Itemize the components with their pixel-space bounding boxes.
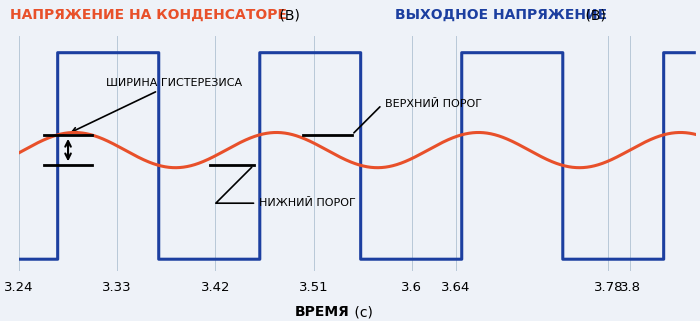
Text: НИЖНИЙ ПОРОГ: НИЖНИЙ ПОРОГ [216,167,356,208]
Text: ВЫХОДНОЕ НАПРЯЖЕНИЕ: ВЫХОДНОЕ НАПРЯЖЕНИЕ [395,8,608,22]
Text: ВЕРХНИЙ ПОРОГ: ВЕРХНИЙ ПОРОГ [354,99,482,133]
Text: (с): (с) [350,305,373,319]
Text: ШИРИНА ГИСТЕРЕЗИСА: ШИРИНА ГИСТЕРЕЗИСА [72,78,242,132]
Text: (В): (В) [581,8,606,22]
Text: ВРЕМЯ: ВРЕМЯ [295,305,350,319]
Text: НАПРЯЖЕНИЕ НА КОНДЕНСАТОРЕ: НАПРЯЖЕНИЕ НА КОНДЕНСАТОРЕ [10,8,288,22]
Text: (В): (В) [275,8,300,22]
